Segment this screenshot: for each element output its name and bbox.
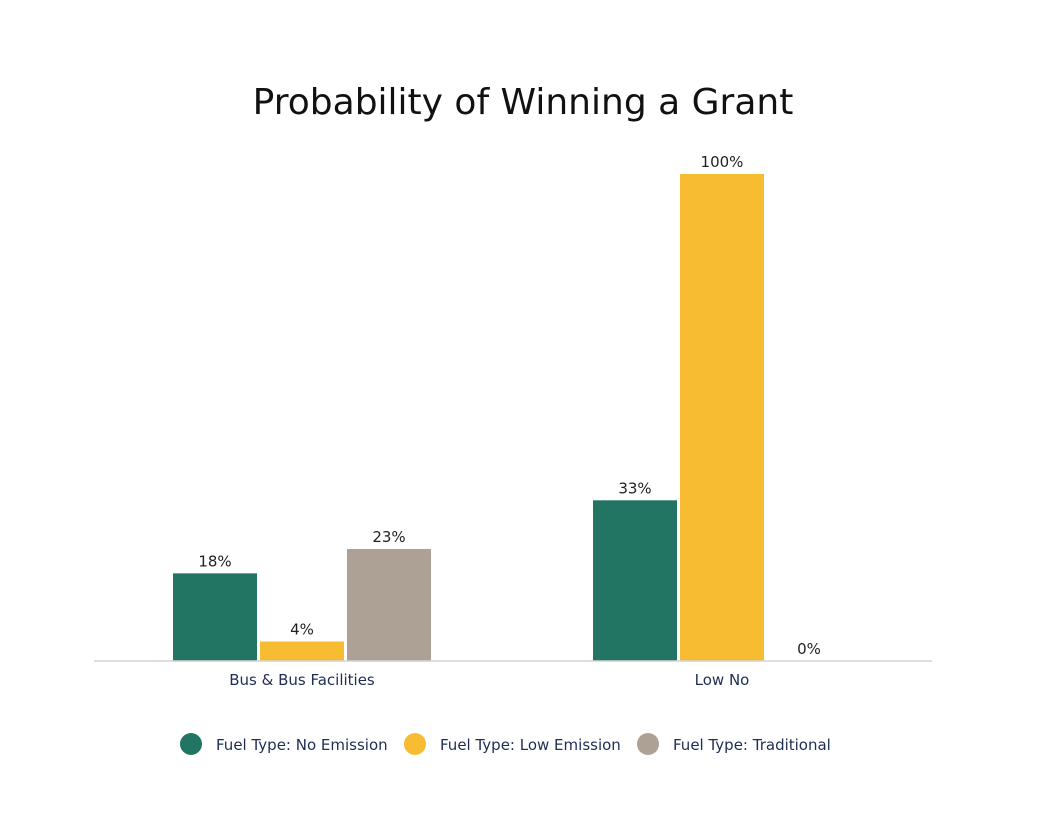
legend-label-2: Fuel Type: Traditional [673, 736, 831, 754]
data-label-0-0: 18% [198, 552, 231, 570]
legend-swatch-0 [180, 733, 202, 755]
bar-0-1 [260, 641, 344, 661]
bar-1-1 [680, 174, 764, 661]
legend-label-0: Fuel Type: No Emission [216, 736, 388, 754]
bars-layer: 18% 4% 23% 33% 100% 0% [173, 153, 821, 661]
category-labels: Bus & Bus Facilities Low No [229, 671, 749, 689]
chart-title: Probability of Winning a Grant [253, 82, 794, 123]
legend-swatch-2 [637, 733, 659, 755]
data-label-1-2: 0% [797, 640, 821, 658]
data-label-0-1: 4% [290, 621, 314, 639]
legend-label-1: Fuel Type: Low Emission [440, 736, 621, 754]
data-label-1-1: 100% [701, 153, 744, 171]
bar-0-0 [173, 573, 257, 661]
category-label-0: Bus & Bus Facilities [229, 671, 375, 689]
bar-1-0 [593, 500, 677, 661]
bar-0-2 [347, 548, 431, 661]
legend-swatch-1 [404, 733, 426, 755]
data-label-1-0: 33% [618, 479, 651, 497]
data-label-0-2: 23% [372, 528, 405, 546]
legend: Fuel Type: No Emission Fuel Type: Low Emi… [180, 733, 831, 755]
category-label-1: Low No [695, 671, 750, 689]
